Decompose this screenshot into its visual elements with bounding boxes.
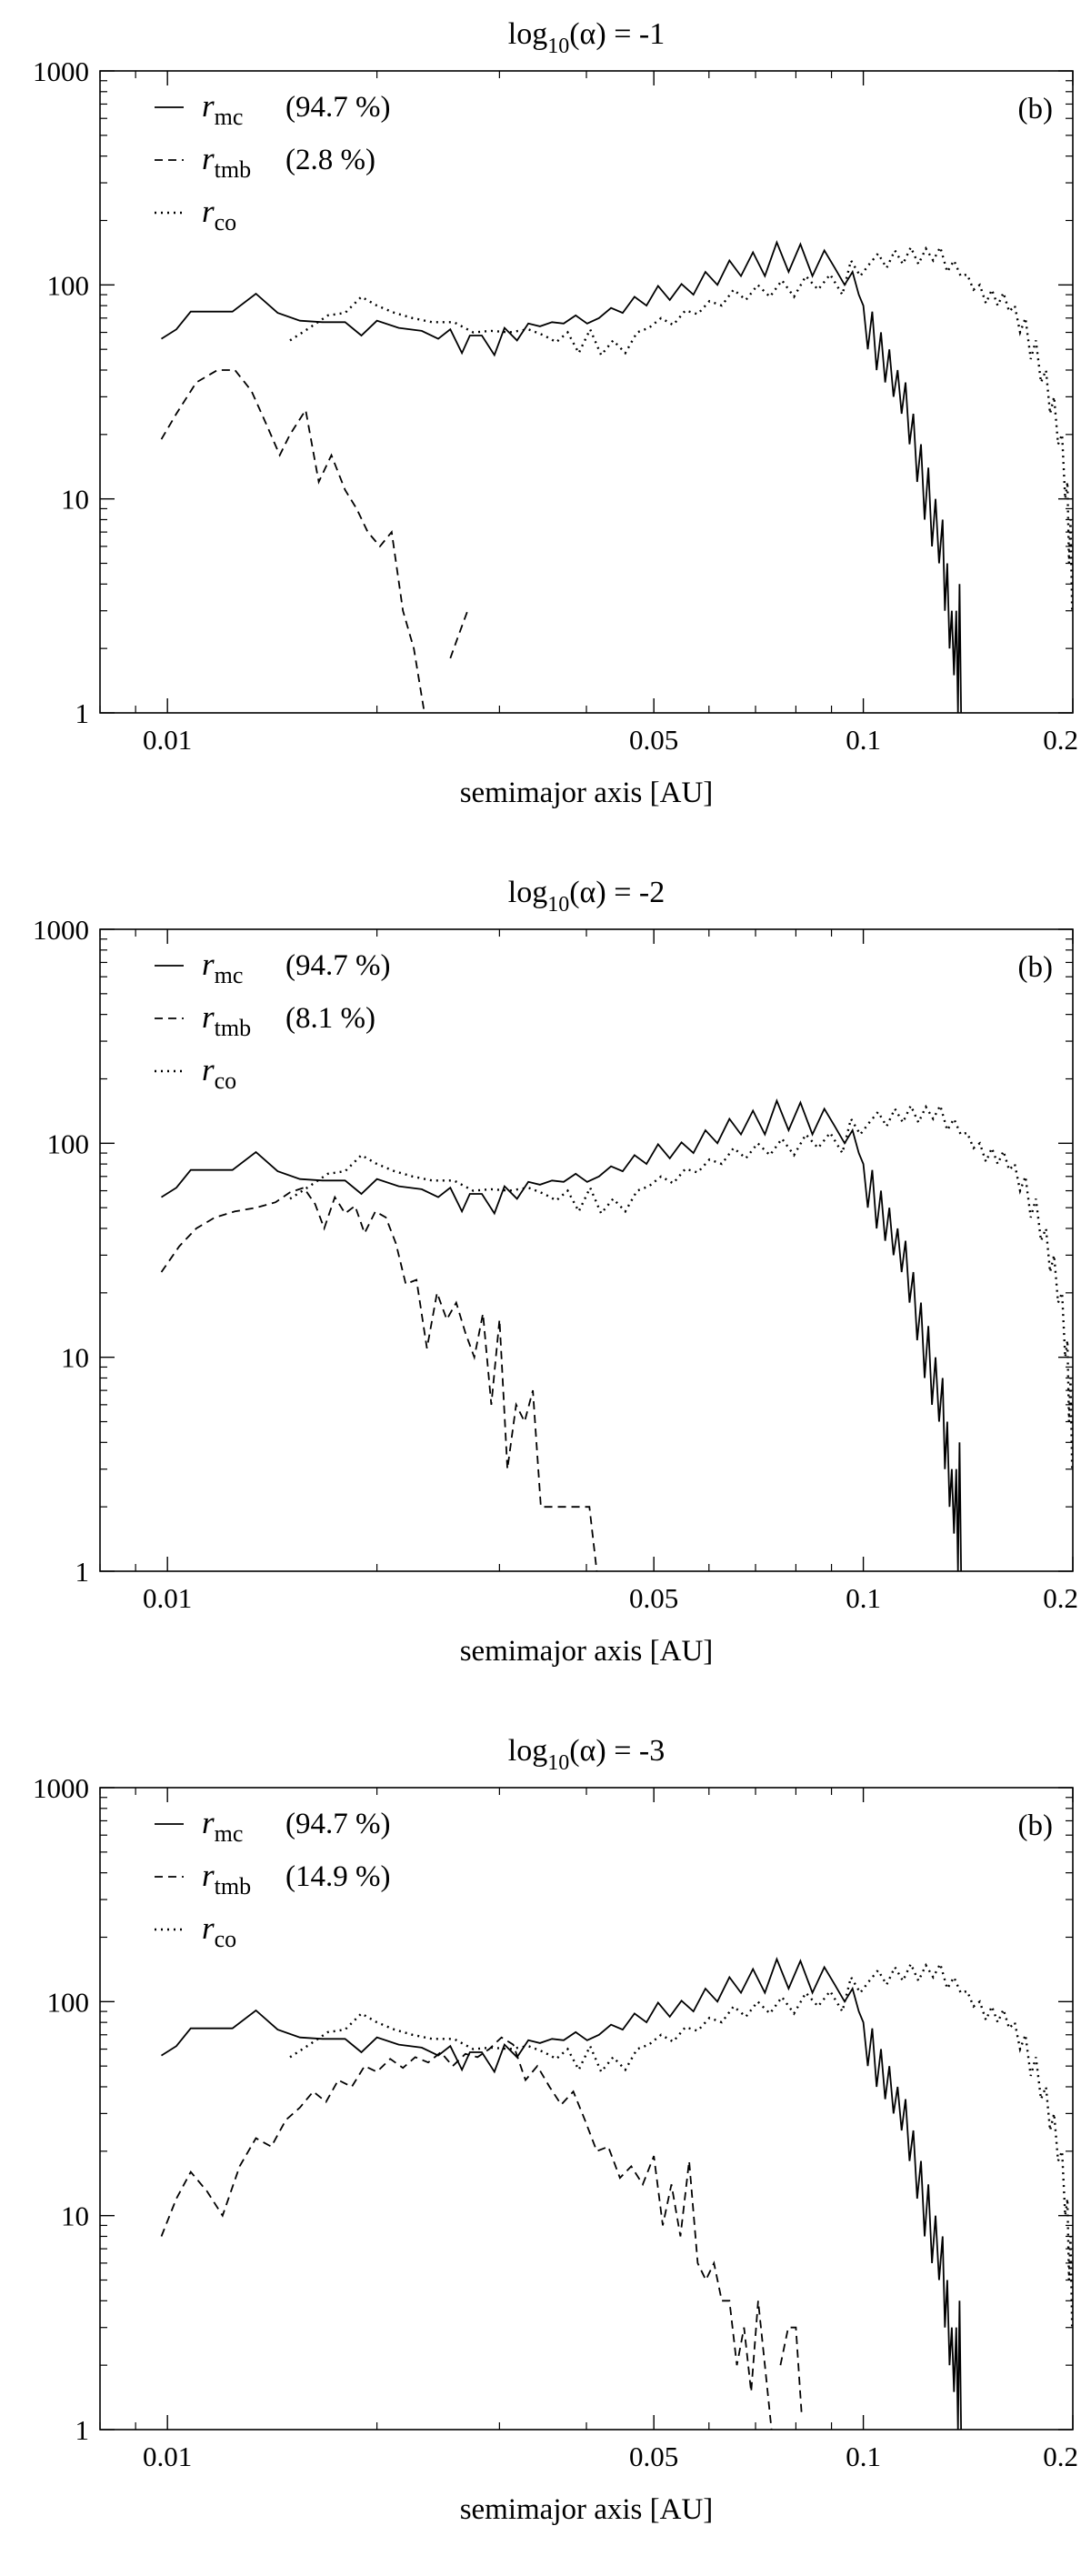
series-line-tmb (160, 369, 425, 713)
y-tick-label: 100 (47, 1986, 90, 2018)
x-tick-label: 0.2 (1043, 1582, 1078, 1614)
series-line-tmb-segment-2 (779, 2326, 803, 2413)
legend-label-co: rco (202, 1052, 236, 1094)
x-tick-label: 0.1 (846, 724, 881, 756)
series-line-mc (161, 1957, 962, 2430)
chart-panel-1: log10(α) = -1 1 10 100 1000 0.01 0.05 0.1 0.2 sem… (33, 17, 1078, 809)
y-tick-label: 100 (47, 1128, 90, 1159)
legend-label-tmb: rtmb (202, 1858, 251, 1899)
series-line-tmb (160, 2036, 773, 2430)
chart-panel-2: log10(α) = -2 1 10 100 1000 0.01 0.05 0.1 0.2 sem… (33, 876, 1078, 1668)
legend-value-mc: (94.7 %) (285, 1808, 390, 1840)
legend-label-mc: rmc (202, 947, 243, 988)
legend-value-tmb: (2.8 %) (285, 144, 375, 176)
x-axis-label: semimajor axis [AU] (460, 777, 714, 809)
y-tick-label: 1000 (33, 1772, 89, 1804)
panel-label: (b) (1018, 93, 1053, 125)
series-line-tmb (160, 1187, 598, 1571)
x-tick-label: 0.01 (143, 2441, 192, 2472)
legend-value-mc: (94.7 %) (285, 949, 390, 982)
chart-title: log10(α) = -1 (508, 17, 665, 58)
x-axis-label: semimajor axis [AU] (460, 2493, 714, 2526)
legend-value-tmb: (14.9 %) (285, 1860, 390, 1893)
y-tick-label: 1 (75, 2414, 90, 2446)
legend-label-co: rco (202, 194, 236, 236)
x-tick-label: 0.05 (629, 724, 678, 756)
legend-value-mc: (94.7 %) (285, 91, 390, 124)
x-tick-label: 0.1 (846, 2441, 881, 2472)
y-tick-label: 1000 (33, 55, 89, 87)
y-tick-label: 10 (61, 484, 89, 516)
legend-label-co: rco (202, 1910, 236, 1952)
panel-label: (b) (1018, 1809, 1053, 1842)
legend-label-mc: rmc (202, 1805, 243, 1847)
chart-title: log10(α) = -2 (508, 876, 665, 917)
panel-label: (b) (1018, 951, 1053, 984)
chart-title: log10(α) = -3 (508, 1734, 665, 1775)
legend-value-tmb: (8.1 %) (285, 1002, 375, 1035)
x-tick-label: 0.1 (846, 1582, 881, 1614)
chart-panel-3: log10(α) = -3 1 10 100 1000 0.01 0.05 0.1 0.2 sem… (33, 1734, 1078, 2526)
y-tick-label: 1000 (33, 914, 89, 946)
series-line-tmb-segment-2 (449, 610, 469, 659)
y-tick-label: 100 (47, 269, 90, 301)
series-line-co (289, 244, 1073, 611)
series-line-mc (161, 240, 962, 713)
series-line-mc (161, 1098, 962, 1571)
y-tick-label: 1 (75, 1556, 90, 1588)
x-tick-label: 0.05 (629, 1582, 678, 1614)
series-line-co (289, 1102, 1073, 1469)
x-tick-label: 0.2 (1043, 724, 1078, 756)
legend-label-mc: rmc (202, 88, 243, 130)
x-tick-label: 0.01 (143, 1582, 192, 1614)
series-line-co (289, 1960, 1073, 2328)
y-tick-label: 10 (61, 1342, 89, 1374)
x-tick-label: 0.2 (1043, 2441, 1078, 2472)
x-axis-label: semimajor axis [AU] (460, 1635, 714, 1668)
y-tick-label: 1 (75, 697, 90, 729)
x-tick-label: 0.05 (629, 2441, 678, 2472)
x-tick-label: 0.01 (143, 724, 192, 756)
legend-label-tmb: rtmb (202, 999, 251, 1041)
y-tick-label: 10 (61, 2200, 89, 2232)
legend-label-tmb: rtmb (202, 141, 251, 183)
